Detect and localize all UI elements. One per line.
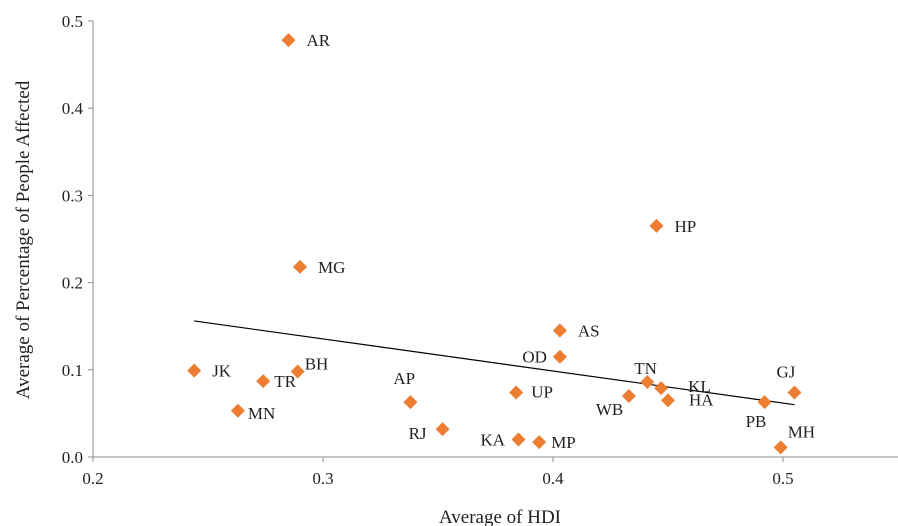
tick-labels: 0.0 0.1 0.2 0.3 0.4 0.5 0.2 0.3 0.4 0.5 (62, 12, 794, 488)
point-kl (654, 381, 669, 396)
point-tr (256, 374, 271, 389)
point-label-tr: TR (274, 372, 296, 391)
point-label-ar: AR (307, 31, 331, 50)
point-label-bh: BH (305, 355, 329, 374)
point-mg (293, 259, 307, 274)
point-label-hp: HP (675, 217, 697, 236)
point-ar (281, 33, 296, 48)
point-ha (661, 393, 675, 408)
point-label-as: AS (578, 322, 600, 341)
point-ap (403, 395, 418, 410)
point-label-mh: MH (788, 422, 815, 441)
point-rj (435, 422, 450, 437)
point-label-mp: MP (551, 433, 576, 452)
x-axis-title: Average of HDI (439, 507, 561, 526)
point-tn (640, 375, 655, 390)
point-label-mg: MG (318, 258, 345, 277)
point-label-mn: MN (248, 404, 275, 423)
point-mp (532, 435, 547, 450)
point-od (552, 349, 567, 364)
point-gj (787, 385, 802, 400)
x-tick-label: 0.2 (82, 469, 103, 488)
point-label-rj: RJ (409, 424, 427, 443)
point-as (552, 323, 567, 338)
trendline (194, 320, 795, 406)
point-label-pb: PB (746, 412, 767, 431)
point-hp (649, 218, 664, 233)
point-label-kl: KL (688, 377, 711, 396)
y-tick-label: 0.3 (62, 186, 83, 205)
axes (88, 20, 898, 462)
y-tick-label: 0.0 (62, 448, 83, 467)
point-label-wb: WB (596, 400, 623, 419)
x-tick-label: 0.5 (772, 469, 793, 488)
point-label-tn: TN (634, 359, 657, 378)
point-pb (757, 395, 772, 410)
point-bh (290, 364, 305, 379)
x-tick-label: 0.3 (312, 469, 333, 488)
point-label-up: UP (531, 382, 553, 401)
point-label-gj: GJ (777, 362, 796, 381)
point-mn (230, 403, 245, 418)
point-label-ap: AP (393, 369, 415, 388)
y-tick-label: 0.5 (62, 12, 83, 31)
point-wb (621, 388, 636, 403)
point-label-ha: HA (689, 390, 714, 409)
y-tick-label: 0.1 (62, 361, 83, 380)
y-tick-label: 0.4 (62, 99, 84, 118)
point-jk (187, 363, 202, 378)
y-tick-label: 0.2 (62, 274, 83, 293)
y-axis-title: Average of Percentage of People Affected (13, 80, 34, 399)
data-points (187, 33, 802, 455)
point-ka (511, 432, 526, 447)
point-label-od: OD (522, 348, 547, 367)
point-up (509, 385, 524, 400)
point-mh (773, 440, 788, 455)
point-labels: AR HP MG AS OD JK BH TR TN KL UP GJ WB HA PB AP MN RJ KA MP… (212, 31, 815, 452)
point-label-jk: JK (212, 362, 232, 381)
x-tick-label: 0.4 (542, 469, 564, 488)
trendline-layer (194, 320, 795, 406)
point-label-ka: KA (481, 431, 506, 450)
